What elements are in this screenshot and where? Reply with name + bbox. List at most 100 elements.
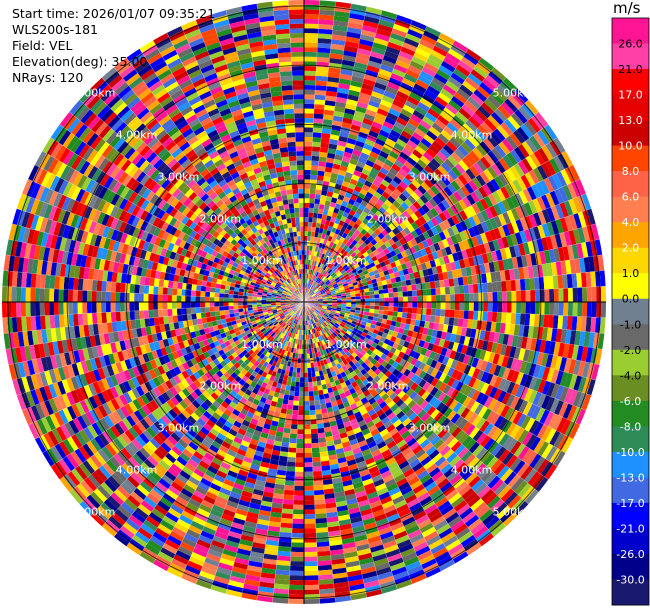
velocity-gate (351, 189, 360, 197)
velocity-gate (304, 287, 306, 293)
velocity-gate (442, 229, 451, 239)
velocity-gate (420, 137, 432, 148)
velocity-gate (305, 292, 307, 298)
velocity-gate (312, 270, 316, 276)
velocity-gate (472, 214, 481, 226)
velocity-gate (323, 224, 329, 231)
velocity-gate (386, 81, 400, 91)
ray-separator (303, 77, 507, 303)
velocity-gate (312, 275, 316, 281)
velocity-gate (417, 74, 432, 86)
velocity-gate (314, 503, 326, 510)
velocity-gate (529, 277, 535, 291)
velocity-gate (396, 138, 407, 148)
velocity-gate (442, 84, 457, 96)
velocity-gate (324, 272, 330, 278)
velocity-gate (452, 133, 465, 146)
velocity-gate (463, 207, 473, 219)
velocity-gate (356, 48, 372, 56)
velocity-gate (359, 172, 369, 181)
velocity-gate (369, 95, 382, 104)
velocity-gate (314, 266, 318, 272)
velocity-gate (369, 125, 381, 134)
velocity-gate (317, 247, 322, 253)
velocity-gate (309, 245, 313, 251)
velocity-gate (292, 523, 304, 529)
velocity-gate (384, 158, 394, 168)
velocity-gate (442, 144, 455, 156)
velocity-gate (330, 43, 345, 51)
velocity-gate (465, 119, 478, 132)
velocity-gate (360, 235, 368, 242)
velocity-gate (360, 228, 368, 236)
velocity-gate (322, 265, 328, 271)
velocity-gate (412, 302, 418, 308)
velocity-gate (396, 90, 409, 101)
velocity-gate (337, 209, 345, 216)
velocity-gate (315, 413, 323, 420)
velocity-gate (505, 312, 512, 324)
velocity-gate (526, 186, 537, 201)
velocity-gate (315, 517, 328, 524)
velocity-gate (390, 211, 399, 220)
velocity-gate (371, 146, 382, 155)
velocity-gate (304, 283, 306, 288)
velocity-gate (446, 206, 456, 218)
velocity-gate (453, 68, 468, 81)
velocity-gate (379, 167, 389, 176)
velocity-gate (447, 155, 459, 167)
velocity-gate (333, 284, 339, 289)
velocity-gate (294, 485, 304, 491)
velocity-gate (336, 213, 343, 221)
velocity-gate (322, 229, 328, 235)
velocity-gate (304, 518, 316, 524)
velocity-gate (365, 214, 373, 222)
velocity-gate (304, 438, 312, 444)
velocity-gate (357, 96, 370, 105)
velocity-gate (410, 212, 419, 222)
velocity-gate (407, 254, 415, 262)
velocity-gate (348, 273, 355, 279)
velocity-gate (404, 173, 415, 183)
velocity-gate (363, 113, 376, 122)
velocity-gate (307, 236, 311, 241)
velocity-gate (283, 427, 291, 434)
velocity-gate (489, 131, 503, 145)
velocity-gate (543, 177, 555, 193)
velocity-gate (400, 108, 413, 119)
velocity-gate (318, 286, 323, 291)
velocity-gate (513, 129, 526, 144)
velocity-gate (493, 176, 505, 189)
velocity-gate (313, 236, 318, 242)
velocity-gate (441, 238, 450, 248)
velocity-gate (449, 137, 461, 149)
velocity-gate (377, 257, 384, 264)
velocity-gate (304, 298, 307, 302)
velocity-gate (306, 293, 310, 299)
velocity-gate (435, 308, 441, 317)
velocity-gate (351, 278, 357, 284)
velocity-gate (325, 230, 332, 236)
velocity-gate (392, 254, 399, 262)
velocity-gate (281, 513, 293, 519)
velocity-gate (429, 315, 436, 323)
velocity-gate (437, 114, 450, 126)
velocity-gate (359, 263, 366, 269)
velocity-gate (304, 547, 318, 553)
velocity-gate (332, 233, 339, 239)
velocity-gate (438, 32, 455, 45)
velocity-gate (330, 271, 336, 277)
velocity-gate (553, 302, 559, 316)
velocity-gate (462, 239, 471, 250)
velocity-gate (291, 532, 304, 538)
velocity-gate (292, 405, 299, 411)
velocity-gate (350, 80, 363, 88)
ray-separator (303, 137, 558, 303)
velocity-gate (416, 197, 426, 207)
velocity-gate (455, 130, 468, 142)
velocity-gate (393, 306, 399, 312)
velocity-gate (426, 219, 435, 229)
velocity-gate (388, 292, 394, 298)
velocity-gate (582, 302, 588, 317)
velocity-gate (452, 191, 463, 202)
